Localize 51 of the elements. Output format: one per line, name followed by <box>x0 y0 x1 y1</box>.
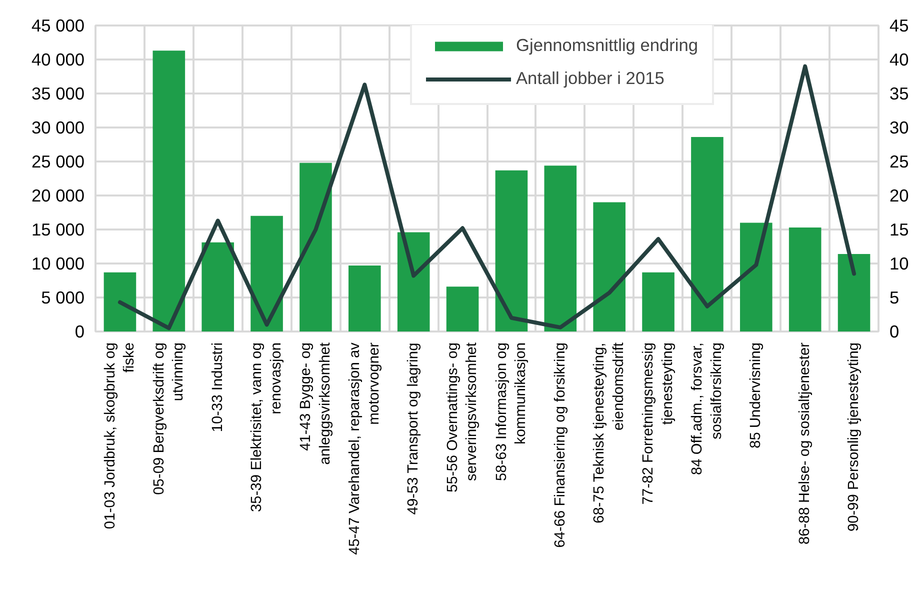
bar <box>348 266 381 332</box>
x-tick-label: 64-66 Finansiering og forsikring <box>552 342 568 548</box>
bar <box>397 232 430 332</box>
bar <box>495 170 528 332</box>
y2-tick-label: 30 <box>890 118 909 138</box>
y2-tick-label: 10 <box>890 254 909 274</box>
bar <box>202 242 234 332</box>
x-tick-label: 86-88 Helse- og sosialtjenester <box>797 342 814 545</box>
y-tick-label: 20 000 <box>32 186 84 206</box>
y-tick-label: 40 000 <box>32 50 84 70</box>
x-tick-label: 35-39 Elektrisitet, vann og renovasjon <box>249 342 284 512</box>
y-tick-label: 25 000 <box>32 152 84 172</box>
y2-tick-label: 0 <box>890 322 900 342</box>
bar <box>300 162 332 332</box>
bar <box>691 137 724 332</box>
x-tick-label: 85 Undervisning <box>748 342 764 448</box>
legend-label: Antall jobber i 2015 <box>516 68 664 89</box>
x-tick-label: 90-99 Personlig tjenesteyting <box>846 342 862 532</box>
y-tick-label: 35 000 <box>32 84 84 104</box>
y2-tick-label: 5 <box>890 288 900 308</box>
bar <box>838 254 870 332</box>
y-tick-label: 45 000 <box>32 16 84 36</box>
y-tick-label: 15 000 <box>32 220 84 240</box>
bar <box>104 272 136 332</box>
y-tick-label: 0 <box>74 322 85 342</box>
y2-tick-label: 15 <box>890 220 909 240</box>
bar <box>788 227 822 332</box>
line-series <box>118 64 856 330</box>
bar <box>152 50 186 332</box>
x-tick-label: 84 Off.adm., forsvar, sosialforsikring <box>690 342 725 476</box>
bar <box>740 222 772 332</box>
bar <box>250 216 283 332</box>
bar <box>544 166 577 332</box>
bar <box>593 202 626 332</box>
y-tick-label: 10 000 <box>32 254 84 274</box>
x-tick-label: 41-43 Bygge- og anleggsvirksomhet <box>298 342 334 465</box>
bar <box>642 272 674 332</box>
x-tick-label: 55-56 Overnattings- og serveringsvirksomhet <box>444 342 480 492</box>
y2-tick-label: 20 <box>890 186 909 206</box>
y-tick-label: 5 000 <box>41 288 85 308</box>
bar <box>446 286 479 332</box>
x-tick-label: 01-03 Jordbruk, skogbruk og fiske <box>102 342 138 530</box>
x-tick-label: 10-33 Industri <box>210 342 226 432</box>
y2-tick-label: 25 <box>890 152 909 172</box>
y2-tick-label: 40 <box>890 50 909 70</box>
y2-tick-label: 45 <box>890 16 909 36</box>
x-tick-label: 49-53 Transport og lagring <box>406 342 422 515</box>
y2-tick-label: 35 <box>890 84 909 104</box>
x-tick-label: 68-75 Teknisk tjenesteyting, eiendomsdrift <box>592 342 627 524</box>
y-tick-label: 30 000 <box>32 118 84 138</box>
legend-label: Gjennomsnittlig endring <box>516 35 698 56</box>
